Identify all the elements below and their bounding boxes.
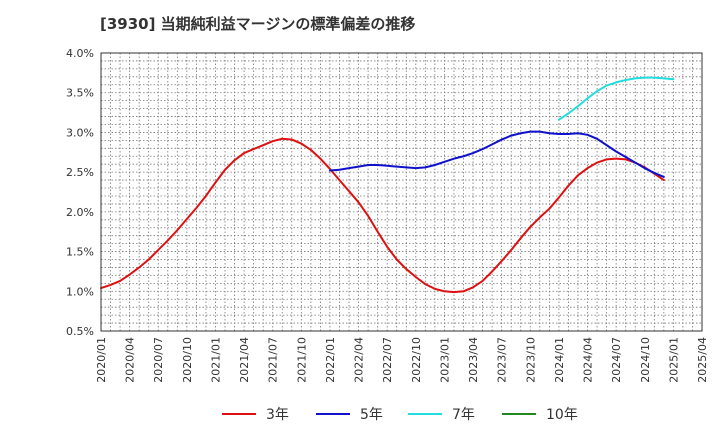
x-tick-label: 2020/10 (181, 337, 194, 383)
x-tick-label: 2024/07 (610, 337, 623, 383)
legend-label: 10年 (546, 407, 578, 423)
x-tick-label: 2021/10 (295, 337, 308, 383)
y-tick-label: 1.5% (66, 246, 94, 259)
legend-label: 5年 (360, 407, 383, 423)
x-tick-label: 2021/07 (267, 337, 280, 383)
x-tick-label: 2024/10 (639, 337, 652, 383)
plot-frame (100, 52, 703, 332)
y-tick-label: 2.0% (66, 206, 94, 219)
y-axis-ticks: 0.5% 1.0% 1.5% 2.0% 2.5% 3.0% 3.5% 4.0% (66, 47, 94, 338)
grid (100, 52, 703, 332)
x-tick-label: 2024/01 (553, 337, 566, 383)
x-tick-label: 2023/07 (496, 337, 509, 383)
legend-label: 3年 (266, 407, 289, 423)
legend: 3年 5年 7年 10年 (222, 407, 578, 423)
series-line-3年 (100, 137, 665, 294)
x-tick-label: 2025/04 (696, 337, 709, 383)
chart-title: [3930] 当期純利益マージンの標準偏差の推移 (100, 15, 415, 33)
x-tick-label: 2022/10 (410, 337, 423, 383)
y-tick-label: 4.0% (66, 47, 94, 60)
series-line-5年 (328, 130, 665, 178)
x-tick-label: 2024/04 (582, 337, 595, 383)
y-tick-label: 3.5% (66, 87, 94, 100)
y-tick-label: 1.0% (66, 285, 94, 298)
x-tick-label: 2020/01 (95, 337, 108, 383)
legend-label: 7年 (452, 407, 475, 423)
y-tick-label: 2.5% (66, 166, 94, 179)
x-tick-label: 2020/07 (152, 337, 165, 383)
x-tick-label: 2022/01 (324, 337, 337, 383)
x-tick-label: 2021/01 (209, 337, 222, 383)
x-tick-label: 2025/01 (667, 337, 680, 383)
x-tick-label: 2022/07 (381, 337, 394, 383)
x-tick-label: 2021/04 (238, 337, 251, 383)
x-tick-label: 2023/01 (438, 337, 451, 383)
x-tick-label: 2020/04 (124, 337, 137, 383)
x-axis-ticks: 2020/01 2020/04 2020/07 2020/10 2021/01 2021/… (95, 337, 709, 383)
series-lines (100, 76, 675, 294)
x-tick-label: 2023/04 (467, 337, 480, 383)
x-tick-label: 2022/04 (353, 337, 366, 383)
y-tick-label: 0.5% (66, 325, 94, 338)
series-line-7年 (557, 76, 675, 121)
y-tick-label: 3.0% (66, 126, 94, 139)
x-tick-label: 2023/10 (524, 337, 537, 383)
